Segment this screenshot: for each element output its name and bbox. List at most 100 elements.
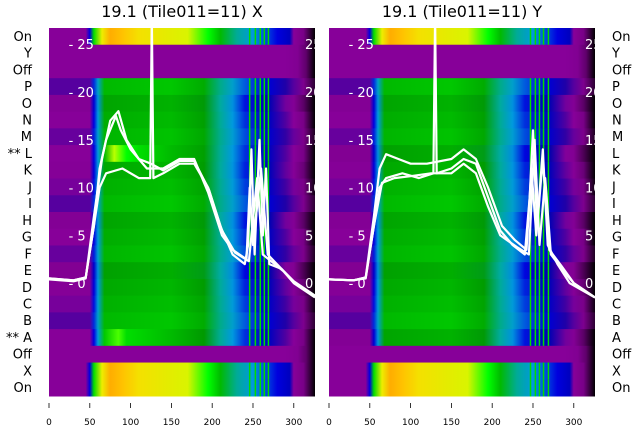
heatmap-stripe (538, 128, 541, 146)
x-tick-label: 250 (524, 418, 541, 428)
heatmap-stripe (547, 195, 550, 213)
heatmap-cell-row (329, 362, 595, 380)
heatmap-stripe (542, 262, 545, 280)
row-label: M (612, 130, 623, 145)
row-label: Off (612, 348, 632, 363)
heatmap-stripe (259, 362, 262, 380)
heatmap-cell-row (329, 295, 595, 313)
heatmap-cell-row (329, 312, 595, 330)
heatmap-stripe (263, 278, 266, 297)
heatmap-stripe (529, 78, 532, 96)
heatmap-stripe (534, 228, 537, 246)
chart-title: 19.1 (Tile011=11) X (101, 2, 263, 21)
overlay-y-tick-label-right: 15 (585, 134, 602, 149)
row-label: J (27, 180, 32, 195)
row-label: O (22, 97, 32, 112)
heatmap-stripe (254, 161, 257, 180)
overlay-y-tick-label-right: 10 (585, 182, 602, 197)
row-label: E (612, 264, 620, 279)
heatmap-stripe (248, 362, 251, 380)
heatmap-stripe (248, 228, 251, 246)
heatmap-cell-row (49, 44, 315, 62)
x-tick-label: 150 (163, 418, 180, 428)
heatmap-stripe (529, 312, 532, 330)
heatmap-stripe (547, 295, 550, 313)
overlay-y-tick-label: - 25 (349, 38, 374, 53)
row-label: H (612, 214, 622, 229)
row-label: P (24, 80, 32, 95)
overlay-y-tick-label-right: 15 (305, 134, 322, 149)
overlay-lines (329, 28, 595, 299)
heatmap-stripe (248, 28, 251, 46)
row-label: K (23, 164, 32, 179)
row-label: B (23, 314, 32, 329)
heatmap-stripe (263, 379, 266, 397)
heatmap-stripe (248, 312, 251, 330)
heatmap-stripe (259, 28, 262, 46)
heatmap-stripe (542, 379, 545, 397)
overlay-lines (49, 28, 315, 299)
overlay-y-tick-label-right: 25 (585, 38, 602, 53)
heatmap-stripe (529, 379, 532, 397)
heatmap-stripe (529, 362, 532, 380)
row-label: K (612, 164, 621, 179)
heatmap-stripe (547, 178, 550, 196)
overlay-y-tick-label: - 10 (69, 182, 94, 197)
x-tick-label: 50 (84, 418, 96, 428)
heatmap-cell-row (49, 28, 315, 46)
heatmap-stripe (529, 128, 532, 146)
row-label: M (21, 130, 32, 145)
heatmap-stripe (263, 362, 266, 380)
heatmap-cell-row (49, 161, 315, 180)
row-label: N (22, 114, 32, 129)
x-tick-label: 200 (204, 418, 221, 428)
heatmap-stripe (542, 245, 545, 263)
heatmap-stripe (263, 78, 266, 96)
heatmap-stripe (538, 329, 541, 347)
row-label: B (612, 314, 621, 329)
heatmap-stripe (542, 212, 545, 230)
heatmap-stripe (259, 312, 262, 330)
row-label: O (612, 97, 622, 112)
heatmap-stripe (542, 312, 545, 330)
heatmap-stripe (538, 295, 541, 313)
heatmap-stripe (538, 312, 541, 330)
heatmap-stripe (259, 295, 262, 313)
heatmap-stripe (267, 111, 270, 129)
row-label: H (22, 214, 32, 229)
overlay-y-tick-label: - 20 (349, 86, 374, 101)
heatmap-stripe (263, 295, 266, 313)
heatmap-stripe (542, 278, 545, 297)
heatmap-stripe (529, 111, 532, 129)
heatmap-stripe (267, 329, 270, 347)
overlay-y-tick-label-right: 20 (305, 86, 322, 101)
row-label: N (612, 114, 622, 129)
heatmap-cell-row (49, 94, 315, 113)
row-label: ** A (6, 331, 32, 346)
row-label: D (22, 281, 32, 296)
row-label: G (612, 231, 622, 246)
heatmap-cell-row (329, 78, 595, 96)
heatmap-stripe (254, 362, 257, 380)
heatmap-cell-row (49, 128, 315, 146)
heatmap-stripe (538, 262, 541, 280)
heatmap-stripe (263, 94, 266, 113)
heatmap-stripe (542, 329, 545, 347)
row-label: F (612, 247, 619, 262)
overlay-y-tick-label-right: 10 (305, 182, 322, 197)
heatmap-stripe (254, 329, 257, 347)
heatmap-cell-row (329, 61, 595, 79)
heatmap-cell-row (49, 228, 315, 246)
row-label: On (14, 381, 32, 396)
heatmap-stripe (254, 379, 257, 397)
heatmap-cell-row (329, 94, 595, 113)
heatmap-cell-row (49, 362, 315, 380)
heatmap-stripe (263, 312, 266, 330)
heatmap-stripe (254, 94, 257, 113)
heatmap-stripe (534, 245, 537, 263)
heatmap-stripe (538, 161, 541, 180)
heatmap-stripe (259, 78, 262, 96)
heatmap-stripe (254, 111, 257, 129)
heatmap-stripe (542, 111, 545, 129)
heatmap-stripe (259, 329, 262, 347)
